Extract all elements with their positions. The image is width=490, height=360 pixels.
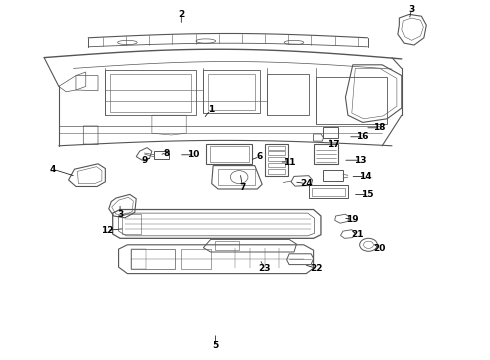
Bar bbox=[131, 249, 146, 269]
Bar bbox=[309, 185, 348, 198]
Bar bbox=[154, 151, 169, 159]
Text: 5: 5 bbox=[213, 341, 219, 350]
Bar bbox=[268, 151, 285, 155]
Text: 21: 21 bbox=[351, 230, 364, 239]
Bar bbox=[208, 74, 255, 110]
Bar bbox=[323, 127, 338, 138]
Text: 10: 10 bbox=[187, 150, 200, 159]
Bar bbox=[181, 249, 211, 269]
Bar bbox=[268, 163, 285, 167]
Bar bbox=[210, 146, 249, 162]
Text: 18: 18 bbox=[373, 123, 386, 132]
Bar bbox=[323, 170, 343, 181]
Bar bbox=[312, 188, 345, 196]
Bar bbox=[105, 70, 196, 115]
Text: 8: 8 bbox=[164, 149, 170, 158]
Text: 22: 22 bbox=[310, 264, 322, 273]
Bar bbox=[267, 74, 309, 115]
Text: 2: 2 bbox=[178, 10, 184, 19]
Bar bbox=[110, 74, 191, 112]
Bar bbox=[122, 214, 141, 234]
Text: 16: 16 bbox=[356, 132, 369, 141]
Text: 1: 1 bbox=[208, 105, 214, 114]
Text: 14: 14 bbox=[359, 172, 371, 181]
Text: 7: 7 bbox=[239, 183, 246, 192]
Text: 12: 12 bbox=[100, 226, 113, 235]
Bar bbox=[215, 241, 239, 250]
Text: 11: 11 bbox=[283, 158, 295, 166]
Text: 23: 23 bbox=[258, 264, 271, 273]
Bar bbox=[131, 249, 175, 269]
Text: 3: 3 bbox=[117, 210, 123, 219]
Bar bbox=[265, 144, 288, 176]
Bar bbox=[316, 77, 387, 124]
Bar bbox=[206, 144, 252, 164]
Text: 13: 13 bbox=[354, 156, 367, 165]
Text: 4: 4 bbox=[49, 165, 56, 174]
Text: 9: 9 bbox=[141, 156, 148, 165]
Text: 24: 24 bbox=[300, 179, 313, 188]
Bar bbox=[218, 169, 255, 185]
Bar bbox=[203, 70, 260, 113]
Text: 19: 19 bbox=[346, 215, 359, 224]
Text: 17: 17 bbox=[327, 140, 340, 149]
Bar bbox=[268, 146, 285, 150]
Text: 15: 15 bbox=[361, 190, 374, 199]
Bar bbox=[268, 169, 285, 174]
Text: 3: 3 bbox=[409, 5, 415, 14]
Text: 20: 20 bbox=[373, 244, 386, 253]
Bar bbox=[268, 157, 285, 161]
Bar bbox=[314, 144, 338, 164]
Text: 6: 6 bbox=[257, 152, 263, 161]
